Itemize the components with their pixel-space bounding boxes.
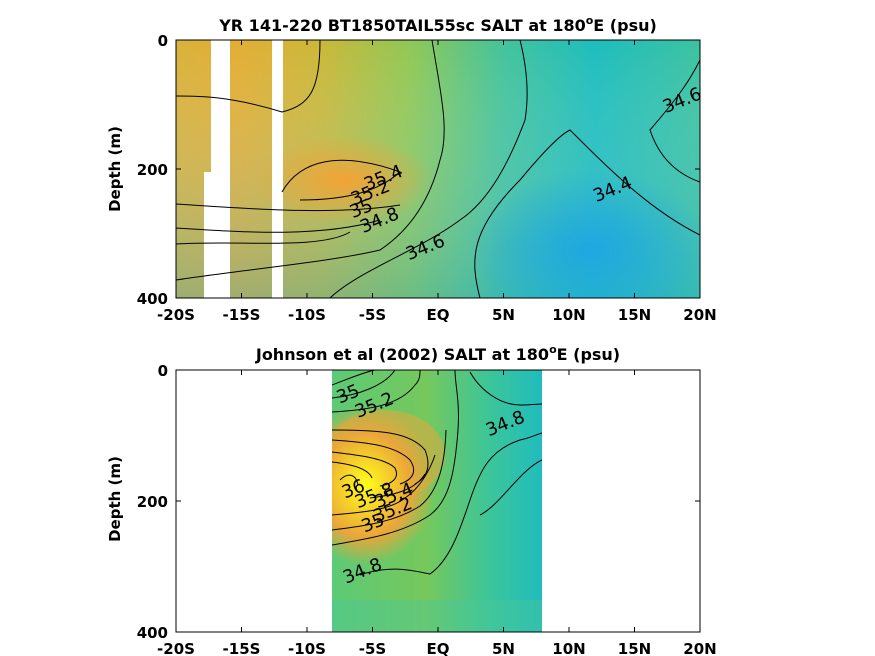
bottom-title: Johnson et al (2002) SALT at 180oE (psu) [255,343,620,364]
bottom-contour-lines [332,370,542,576]
top-data-gap-2 [272,40,283,298]
bottom-x-ticks: -20S -15S -10S -5S EQ 5N 10N 15N 20N [157,370,717,656]
bottom-x-tick-label: 15N [618,640,651,656]
top-y-tick-label: 400 [137,290,168,308]
bottom-x-tick-label: EQ [427,640,450,656]
bottom-y-ticks: 0 200 400 [137,362,700,642]
top-y-ticks: 0 200 400 [137,32,700,308]
bottom-x-tick-label: 20N [683,640,716,656]
bottom-x-tick-label: -20S [157,640,195,656]
top-data-gap-1-lower [204,172,212,298]
top-x-tick-label: 10N [552,306,585,324]
top-salinity-field [176,40,700,298]
bottom-x-tick-label: 10N [552,640,585,656]
top-x-tick-label: EQ [427,306,450,324]
bottom-y-tick-label: 400 [137,624,168,642]
bottom-x-tick-label: 5N [492,640,515,656]
bottom-x-tick-label: -10S [288,640,326,656]
top-title: YR 141-220 BT1850TAIL55sc SALT at 180oE … [218,14,657,35]
top-x-tick-label: 5N [492,306,515,324]
bottom-y-axis-label: Depth (m) [106,456,124,542]
top-x-tick-label: -15S [223,306,261,324]
top-x-ticks: -20S -15S -10S -5S EQ 5N 10N 15N 20N [157,40,717,324]
bottom-y-tick-label: 0 [158,362,168,380]
bottom-salinity-field [332,370,542,632]
top-x-tick-label: -5S [359,306,386,324]
top-panel: YR 141-220 BT1850TAIL55sc SALT at 180oE … [106,14,717,324]
top-y-tick-label: 0 [158,32,168,50]
top-y-axis-label: Depth (m) [106,126,124,212]
bottom-x-tick-label: -15S [223,640,261,656]
top-y-tick-label: 200 [137,161,168,179]
bottom-x-tick-label: -5S [359,640,386,656]
bottom-y-tick-label: 200 [137,493,168,511]
top-x-tick-label: 15N [618,306,651,324]
top-x-tick-label: -20S [157,306,195,324]
top-x-tick-label: -10S [288,306,326,324]
bottom-panel: Johnson et al (2002) SALT at 180oE (psu) [106,343,717,656]
top-data-gap-1 [211,40,230,298]
top-contour-lines [176,40,700,298]
top-x-tick-label: 20N [683,306,716,324]
